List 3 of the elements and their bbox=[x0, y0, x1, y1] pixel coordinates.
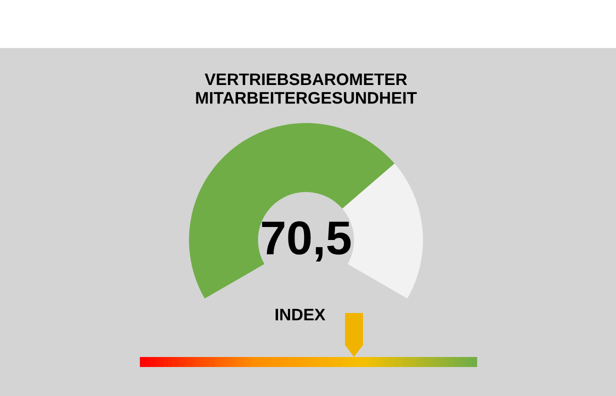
chart-title: VERTRIEBSBAROMETER MITARBEITERGESUNDHEIT bbox=[196, 73, 417, 104]
text: 70,5 bbox=[262, 221, 351, 262]
text: INDEX bbox=[276, 308, 326, 320]
